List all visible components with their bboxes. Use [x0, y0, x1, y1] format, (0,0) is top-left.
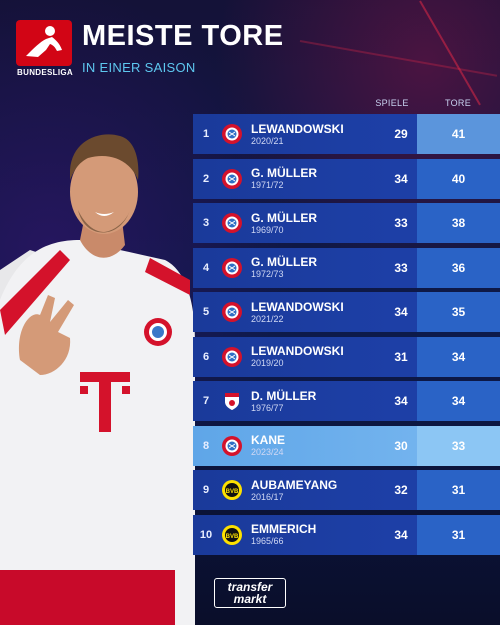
goals-cell: 34: [417, 381, 500, 421]
season: 2023/24: [251, 447, 284, 457]
goals-cell: 40: [417, 158, 500, 199]
table-row: 6 LEWANDOWSKI 2019/20 31 34: [193, 336, 500, 377]
rank-cell: 2: [202, 172, 210, 185]
games-cell: 30: [394, 438, 408, 453]
table-row: 2 G. MÜLLER 1971/72 34 40: [193, 158, 500, 199]
rank-cell: 3: [202, 217, 210, 229]
koeln-crest-icon: [221, 390, 243, 412]
rank-cell: 1: [202, 128, 210, 140]
games-cell: 32: [394, 483, 408, 497]
season: 1971/72: [251, 180, 284, 190]
table-row: 1 LEWANDOWSKI 2020/21 29 41: [193, 114, 500, 154]
player-cell: KANE 2023/24: [251, 433, 379, 458]
season: 2020/21: [251, 135, 284, 146]
goals-cell: 38: [417, 203, 500, 243]
rank-cell: 4: [202, 261, 210, 274]
games-cell: 34: [394, 527, 408, 542]
games-cell: 34: [394, 305, 408, 319]
page-title: MEISTE TORE: [82, 20, 284, 52]
table-row: 3 G. MÜLLER 1969/70 33 38: [193, 203, 500, 243]
player-cell: LEWANDOWSKI 2019/20: [251, 344, 379, 369]
bayern-crest-icon: [221, 435, 243, 457]
bayern-crest-icon: [221, 301, 243, 323]
player-photo: [0, 134, 195, 625]
player-cell: G. MÜLLER 1969/70: [251, 211, 379, 236]
season: 1976/77: [251, 402, 284, 413]
player-name: EMMERICH: [251, 522, 317, 536]
bayern-crest-icon: [221, 346, 243, 368]
rank-cell: 10: [199, 528, 213, 541]
bayern-crest-icon: [221, 212, 243, 234]
games-cell: 29: [394, 127, 408, 141]
column-header-goals: TORE: [444, 98, 472, 108]
season: 2016/17: [251, 491, 284, 502]
rank-cell: 9: [202, 484, 210, 496]
goals-cell: 34: [417, 336, 500, 377]
season: 2019/20: [251, 358, 284, 368]
games-cell: 34: [394, 394, 408, 408]
table-row: 9 BVB AUBAMEYANG 2016/17 32 31: [193, 470, 500, 510]
games-cell: 33: [394, 260, 408, 275]
bayern-crest-icon: [221, 123, 243, 145]
player-name: AUBAMEYANG: [251, 477, 338, 492]
goals-cell: 41: [417, 114, 500, 154]
player-cell: G. MÜLLER 1972/73: [251, 255, 379, 280]
brand-line-1: transfer: [227, 580, 273, 594]
player-cell: EMMERICH 1965/66: [251, 522, 379, 547]
goals-cell: 33: [417, 425, 500, 466]
player-cell: G. MÜLLER 1971/72: [251, 166, 379, 191]
player-cell: AUBAMEYANG 2016/17: [251, 478, 379, 503]
dortmund-crest-icon: BVB: [221, 479, 243, 501]
brand-line-2: markt: [233, 592, 267, 606]
player-name: G. MÜLLER: [251, 210, 317, 225]
column-header-games: SPIELE: [375, 98, 409, 108]
games-cell: 34: [394, 171, 408, 186]
table-row: 4 G. MÜLLER 1972/73 33 36: [193, 247, 500, 288]
svg-text:BVB: BVB: [226, 534, 239, 540]
games-cell: 31: [394, 349, 408, 364]
table-row: 7 D. MÜLLER 1976/77 34 34: [193, 381, 500, 421]
player-name: LEWANDOWSKI: [251, 344, 344, 358]
table-row: 5 LEWANDOWSKI 2021/22 34 35: [193, 292, 500, 332]
player-cell: LEWANDOWSKI 2020/21: [251, 122, 379, 147]
player-name: LEWANDOWSKI: [251, 121, 344, 136]
player-name: G. MÜLLER: [251, 255, 317, 269]
rank-cell: 7: [202, 395, 210, 407]
games-cell: 33: [394, 216, 408, 230]
season: 1965/66: [251, 536, 284, 546]
player-name: KANE: [251, 433, 286, 447]
ranking-table: 1 LEWANDOWSKI 2020/21 29 41 2 G. MÜLLER 1971/72…: [193, 114, 500, 559]
goals-cell: 36: [417, 247, 500, 288]
rank-cell: 5: [202, 306, 210, 318]
season: 1972/73: [251, 269, 284, 279]
bayern-crest-icon: [221, 257, 243, 279]
bayern-crest-icon: [221, 168, 243, 190]
goals-cell: 35: [417, 292, 500, 332]
table-row: 10 BVB EMMERICH 1965/66 34 31: [193, 514, 500, 555]
bundesliga-logo: [16, 20, 72, 66]
dortmund-crest-icon: BVB: [221, 524, 243, 546]
player-name: G. MÜLLER: [251, 166, 317, 180]
player-name: LEWANDOWSKI: [251, 299, 344, 314]
page-subtitle: IN EINER SAISON: [82, 60, 196, 75]
player-name: D. MÜLLER: [251, 388, 317, 403]
bundesliga-player-icon: [26, 26, 62, 57]
season: 1969/70: [251, 224, 284, 235]
logo-text: BUNDESLIGA: [17, 68, 73, 77]
table-row: 8 KANE 2023/24 30 33: [193, 425, 500, 466]
goals-cell: 31: [417, 470, 500, 510]
season: 2021/22: [251, 313, 284, 324]
goals-cell: 31: [417, 514, 500, 555]
rank-cell: 6: [202, 350, 210, 363]
player-cell: D. MÜLLER 1976/77: [251, 389, 379, 414]
svg-text:BVB: BVB: [226, 489, 239, 495]
transfermarkt-logo: transfer markt: [214, 578, 286, 608]
rank-cell: 8: [202, 439, 210, 452]
player-cell: LEWANDOWSKI 2021/22: [251, 300, 379, 325]
